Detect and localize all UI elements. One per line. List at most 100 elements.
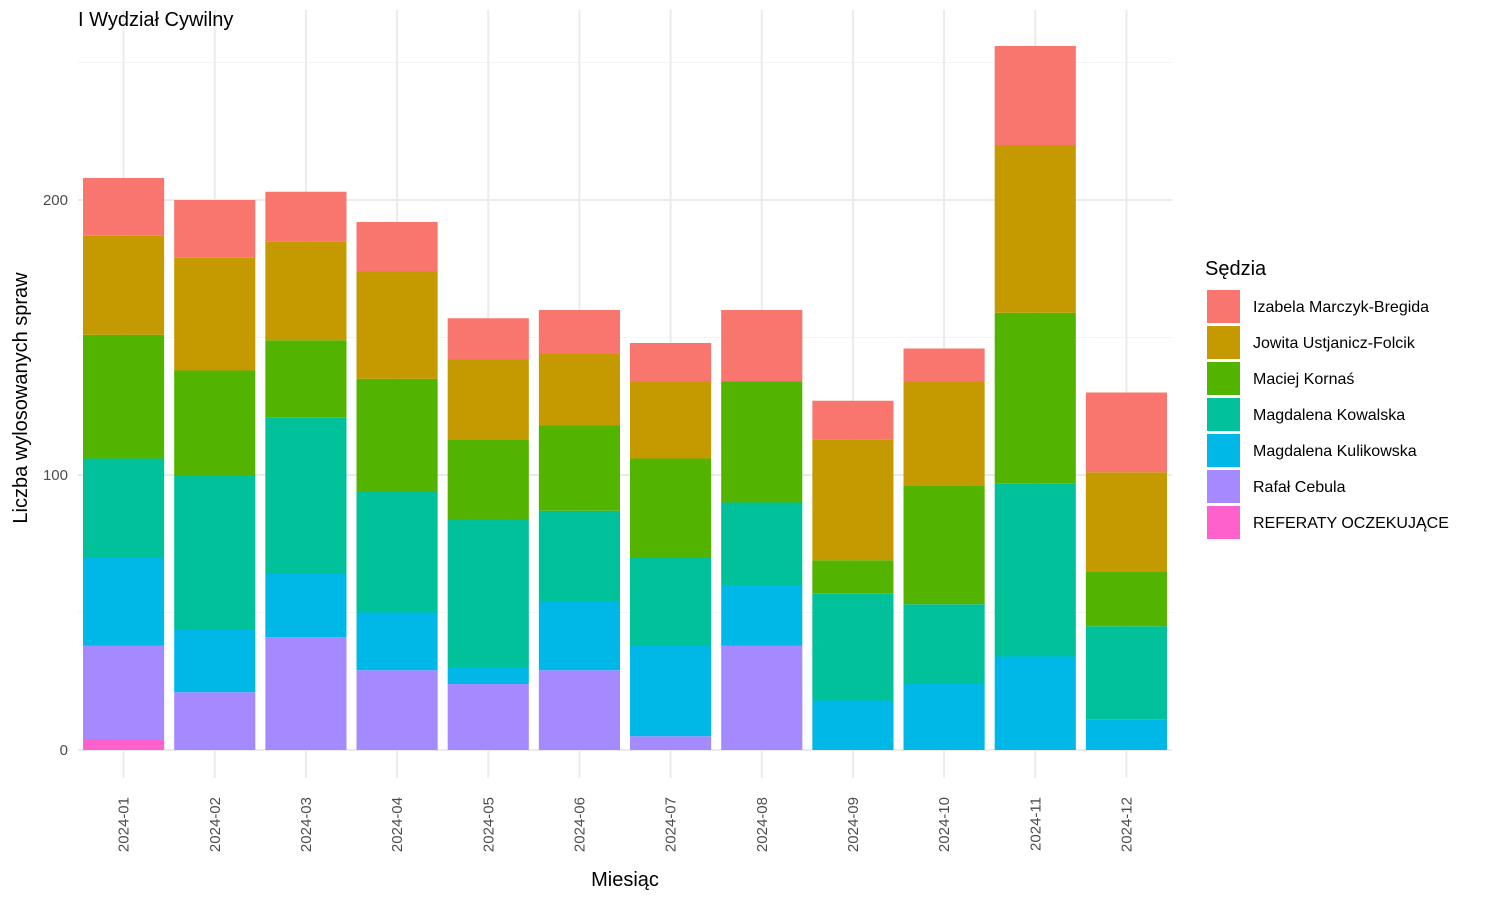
bar-segment <box>812 400 894 440</box>
bar-segment <box>812 560 894 594</box>
x-tick-label: 2024-08 <box>754 797 771 852</box>
bar-segment <box>994 483 1076 657</box>
legend-entry: Izabela Marczyk-Bregida <box>1253 299 1429 316</box>
bar-segment <box>447 359 529 440</box>
bar-segment <box>721 381 803 503</box>
bar-segment <box>538 310 620 354</box>
legend-swatch <box>1207 398 1240 431</box>
bar-segment <box>994 46 1076 145</box>
bar-segment <box>447 684 529 750</box>
y-tick-label: 100 <box>43 467 68 484</box>
y-tick-label: 0 <box>60 742 68 759</box>
bars <box>83 46 1167 750</box>
bar-segment <box>1085 392 1167 473</box>
legend-entry: Magdalena Kowalska <box>1253 407 1405 424</box>
bar-segment <box>174 475 256 629</box>
x-tick-label: 2024-05 <box>480 797 497 852</box>
legend-entry: Maciej Kornaś <box>1253 371 1354 388</box>
bar-segment <box>538 425 620 511</box>
bar-segment <box>83 334 165 459</box>
bar-segment <box>174 370 256 475</box>
bar-segment <box>721 645 803 750</box>
bar-segment <box>630 645 712 737</box>
bar-segment <box>630 343 712 382</box>
bar-segment <box>1085 719 1167 750</box>
bar-segment <box>994 312 1076 484</box>
x-tick-label: 2024-07 <box>663 797 680 852</box>
y-axis-title: Liczba wylosowanych spraw <box>10 272 32 524</box>
bar-segment <box>83 557 165 646</box>
bar-segment <box>903 684 985 750</box>
x-tick-label: 2024-01 <box>116 797 133 852</box>
bar-segment <box>356 378 438 492</box>
bar-segment <box>174 257 256 371</box>
y-tick-label: 200 <box>43 192 68 209</box>
bar-segment <box>83 645 165 739</box>
bar-segment <box>538 670 620 750</box>
x-tick-label: 2024-04 <box>389 797 406 852</box>
bar-segment <box>538 510 620 602</box>
bar-segment <box>721 585 803 646</box>
bar-segment <box>265 340 347 418</box>
x-tick-label: 2024-12 <box>1118 797 1135 852</box>
bar-segment <box>174 629 256 693</box>
x-tick-label: 2024-09 <box>845 797 862 852</box>
bar-segment <box>630 557 712 646</box>
bar-segment <box>1085 472 1167 572</box>
x-tick-label: 2024-03 <box>298 797 315 852</box>
bar-segment <box>812 700 894 750</box>
bar-segment <box>447 667 529 684</box>
bar-segment <box>356 612 438 671</box>
bar-segment <box>265 574 347 638</box>
bar-segment <box>83 235 165 335</box>
bar-segment <box>812 439 894 561</box>
legend-entry: Rafał Cebula <box>1253 479 1346 496</box>
bar-segment <box>265 637 347 750</box>
bar-segment <box>721 310 803 382</box>
legend-entry: Magdalena Kulikowska <box>1253 443 1417 460</box>
bar-segment <box>356 271 438 379</box>
y-axis-ticks: 0 100 200 <box>43 192 68 759</box>
bar-segment <box>721 502 803 585</box>
bar-segment <box>83 739 165 750</box>
bar-segment <box>903 604 985 684</box>
bar-segment <box>265 191 347 242</box>
bar-segment <box>630 736 712 750</box>
bar-segment <box>356 222 438 272</box>
bar-segment <box>630 458 712 558</box>
x-axis-ticks: 2024-01 2024-02 2024-03 2024-04 2024-05 2024-… <box>116 797 1136 852</box>
legend-swatch <box>1207 326 1240 359</box>
legend-swatch <box>1207 470 1240 503</box>
bar-segment <box>812 593 894 701</box>
bar-segment <box>447 439 529 519</box>
bar-segment <box>538 354 620 426</box>
bar-segment <box>356 670 438 750</box>
x-axis-title: Miesiąc <box>591 869 659 891</box>
bar-segment <box>83 458 165 558</box>
bar-segment <box>903 486 985 605</box>
bar-segment <box>994 145 1076 313</box>
bar-segment <box>630 381 712 459</box>
bar-segment <box>538 601 620 671</box>
legend-swatch <box>1207 290 1240 323</box>
legend-entry: REFERATY OCZEKUJĄCE <box>1253 515 1449 532</box>
bar-segment <box>174 692 256 750</box>
bar-segment <box>447 519 529 668</box>
bar-segment <box>174 200 256 258</box>
chart-title: I Wydział Cywilny <box>78 9 233 31</box>
legend-entry: Jowita Ustjanicz-Folcik <box>1253 335 1416 352</box>
bar-segment <box>903 348 985 382</box>
legend-swatch <box>1207 362 1240 395</box>
bar-segment <box>1085 626 1167 720</box>
legend-swatch <box>1207 434 1240 467</box>
bar-segment <box>1085 571 1167 627</box>
bar-segment <box>903 381 985 486</box>
bar-segment <box>265 417 347 574</box>
bar-segment <box>447 318 529 360</box>
x-tick-label: 2024-10 <box>936 797 953 852</box>
legend: Sędzia Izabela Marczyk-Bregida Jowita Ust… <box>1205 258 1449 539</box>
bar-segment <box>356 491 438 613</box>
x-tick-label: 2024-11 <box>1027 797 1044 851</box>
x-tick-label: 2024-06 <box>571 797 588 852</box>
